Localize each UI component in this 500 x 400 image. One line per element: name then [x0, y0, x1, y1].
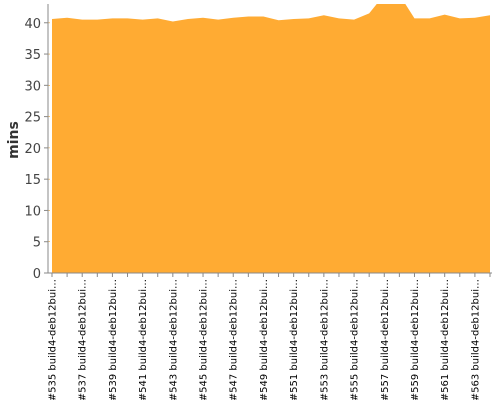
x-tick-label: #555 build4-deb12bui… [350, 279, 361, 400]
x-tick-label: #541 build4-deb12bui… [138, 279, 149, 400]
y-tick-label: 40 [24, 17, 41, 32]
x-tick-label: #535 build4-deb12bui… [48, 279, 59, 400]
y-tick-label: 20 [24, 142, 41, 157]
x-tick-label: #553 build4-deb12bui… [319, 279, 330, 400]
y-tick-label: 10 [24, 204, 41, 219]
x-tick-label: #557 build4-deb12bui… [380, 279, 391, 400]
y-tick-label: 25 [24, 111, 41, 126]
x-tick-label: #537 build4-deb12bui… [78, 279, 89, 400]
y-tick-labels: 0 5 10 15 20 25 30 35 40 [24, 17, 48, 282]
x-tick-label: #559 build4-deb12bui… [410, 279, 421, 400]
x-tick-label: #549 build4-deb12bui… [259, 279, 270, 400]
x-tick-label: #545 build4-deb12bui… [199, 279, 210, 400]
area-series [52, 4, 490, 273]
x-tick-label: #543 build4-deb12bui… [168, 279, 179, 400]
area-series-fill [52, 4, 490, 273]
x-tick-label: #551 build4-deb12bui… [289, 279, 300, 400]
x-tick-label: #539 build4-deb12bui… [108, 279, 119, 400]
x-tick-label: #547 build4-deb12bui… [229, 279, 240, 400]
x-tick-label: #561 build4-deb12bui… [440, 279, 451, 400]
y-axis-label: mins [6, 121, 22, 159]
y-tick-label: 15 [24, 173, 41, 188]
x-tick-labels: #535 build4-deb12bui… #537 build4-deb12bu… [48, 273, 491, 400]
y-tick-label: 35 [24, 48, 41, 63]
x-tick-label: #563 build4-deb12bui… [470, 279, 481, 400]
axes [47, 4, 492, 274]
y-tick-label: 0 [33, 267, 41, 282]
y-tick-label: 30 [24, 79, 41, 94]
y-tick-label: 5 [33, 236, 41, 251]
